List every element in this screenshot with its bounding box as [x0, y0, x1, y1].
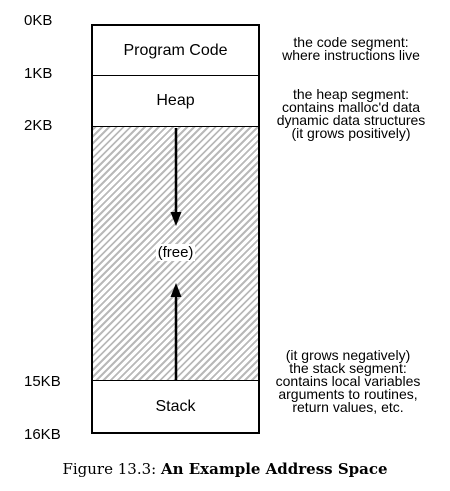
note-line: dynamic data structures [276, 112, 426, 128]
figure-caption: Figure 13.3: An Example Address Space [0, 460, 450, 478]
program-code-segment: Program Code [91, 24, 260, 76]
stack-growth-arrow [170, 283, 182, 380]
note-line: (it grows negatively) [285, 347, 411, 363]
address-label-0kb: 0KB [24, 12, 53, 29]
heap-label: Heap [156, 92, 195, 109]
stack-segment-note: (it grows negatively) the stack segment:… [262, 347, 434, 415]
code-segment-note: the code segment: where instructions liv… [266, 34, 436, 63]
caption-prefix: Figure 13.3: [62, 460, 161, 478]
note-line: the heap segment: [293, 86, 409, 102]
caption-title: An Example Address Space [160, 460, 388, 478]
program-code-label: Program Code [123, 41, 228, 59]
note-line: the stack segment: [289, 360, 407, 376]
heap-growth-arrow [170, 128, 182, 226]
free-region-label: (free) [155, 244, 196, 261]
note-line: contains malloc'd data [281, 99, 421, 115]
note-line: arguments to routines, [278, 386, 418, 402]
address-label-15kb: 15KB [24, 373, 61, 390]
note-line: return values, etc. [292, 399, 404, 415]
heap-segment: Heap [91, 76, 260, 127]
heap-segment-note: the heap segment: contains malloc'd data… [266, 86, 436, 141]
address-label-1kb: 1KB [24, 65, 53, 82]
address-label-2kb: 2KB [24, 117, 53, 134]
stack-segment: Stack [91, 381, 260, 434]
stack-label: Stack [155, 397, 196, 415]
free-region-label-wrap: (free) [91, 244, 260, 262]
note-line: the code segment: [293, 34, 409, 50]
note-line: where instructions live [282, 47, 420, 63]
note-line: (it grows positively) [291, 125, 411, 141]
address-label-16kb: 16KB [24, 426, 61, 443]
note-line: contains local variables [275, 373, 421, 389]
